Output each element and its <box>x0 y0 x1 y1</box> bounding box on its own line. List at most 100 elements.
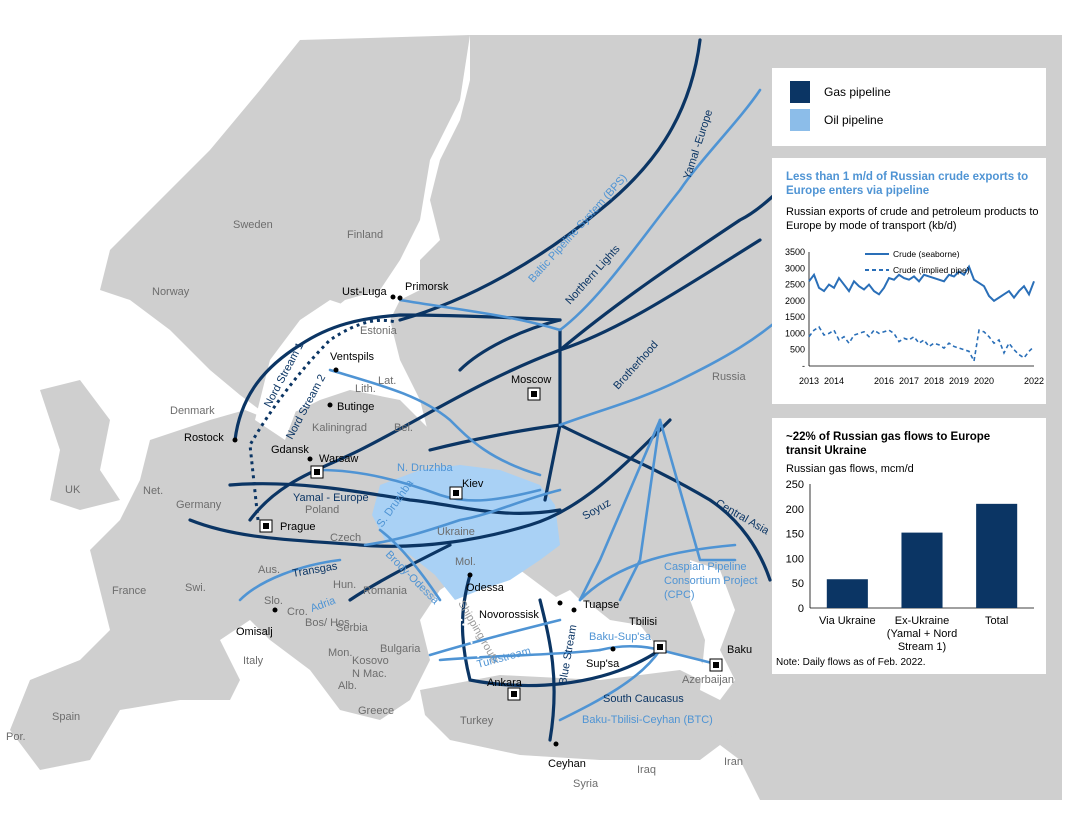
city-dot <box>232 437 238 443</box>
shipping-route-line <box>454 599 486 671</box>
country-label: Net. <box>143 485 163 497</box>
gas-pipelines <box>188 38 802 742</box>
land-turkey <box>420 670 740 760</box>
country-label: Kosovo <box>352 655 389 667</box>
country-label: Bel. <box>394 422 413 434</box>
y-tick-label: 150 <box>786 529 804 541</box>
y-tick-label: 200 <box>786 504 804 516</box>
y-tick-label: 250 <box>786 479 804 491</box>
city-label: Kiev <box>462 478 484 490</box>
country-label: Romania <box>363 585 408 597</box>
city-label: Ceyhan <box>548 758 586 770</box>
city-dot <box>571 607 577 613</box>
pipeline-label: Baku-Sup'sa <box>589 631 652 643</box>
city-label: Warsaw <box>319 453 358 465</box>
country-label: Swi. <box>185 582 206 594</box>
gas-chart-subtitle: Russian gas flows, mcm/d <box>786 463 914 475</box>
country-label: Slo. <box>264 595 283 607</box>
x-tick-label: 2016 <box>874 376 894 386</box>
country-label: Por. <box>6 731 26 743</box>
country-label: Ukraine <box>437 526 475 538</box>
x-tick-label: Ex-Ukraine (Yamal + Nord Stream 1) <box>887 615 957 653</box>
city-label: Tuapse <box>583 599 619 611</box>
legend-panel: Gas pipeline Oil pipeline <box>772 68 1046 146</box>
city-label: Novorossisk <box>479 609 539 621</box>
capital-prague <box>259 519 273 533</box>
x-tick-label: 2019 <box>949 376 969 386</box>
city-label: Odessa <box>466 582 505 594</box>
capital-tbilisi <box>653 640 667 654</box>
city-dot <box>307 456 313 462</box>
bar <box>976 503 1018 608</box>
country-label: Bos/ Hos <box>305 617 350 629</box>
x-tick-label: 2022 <box>1024 376 1044 386</box>
country-label: Greece <box>358 705 394 717</box>
country-label: Italy <box>243 655 264 667</box>
country-label: France <box>112 585 146 597</box>
city-dot <box>610 646 616 652</box>
city-label: Ust-Luga <box>342 286 388 298</box>
y-tick-label: - <box>802 361 805 371</box>
baltic-sea <box>255 300 360 440</box>
country-label: Poland <box>305 504 339 516</box>
city-label: Primorsk <box>405 281 449 293</box>
country-label: Syria <box>573 778 599 790</box>
country-label: Bulgaria <box>380 643 421 655</box>
y-tick-label: 1500 <box>785 312 805 322</box>
country-label: Azerbaijan <box>682 674 734 686</box>
x-tick-label: Via Ukraine <box>819 615 876 627</box>
country-label: Finland <box>347 229 383 241</box>
country-label: Iran <box>724 756 743 768</box>
oil-chart-title: Less than 1 m/d of Russian crude exports… <box>786 171 1029 197</box>
country-label: Kaliningrad <box>312 422 367 434</box>
legend-label: Crude (implied pipe) <box>893 265 970 275</box>
country-label: Iraq <box>637 764 656 776</box>
x-tick-label: 2017 <box>899 376 919 386</box>
x-tick-label: 2018 <box>924 376 944 386</box>
oil-chart-subtitle: Russian exports of crude and petroleum p… <box>786 206 1039 232</box>
capital-baku <box>709 658 723 672</box>
city-dot <box>467 572 473 578</box>
legend-oil-label: Oil pipeline <box>824 113 884 127</box>
country-label: Denmark <box>170 405 215 417</box>
country-label: Lith. <box>355 383 376 395</box>
country-label: Norway <box>152 286 190 298</box>
x-tick-label: Total <box>985 615 1008 627</box>
pipeline-label: Baku-Tbilisi-Ceyhan (BTC) <box>582 714 713 726</box>
city-dot <box>327 402 333 408</box>
country-label: Hun. <box>333 579 356 591</box>
gas-chart-note: Note: Daily flows as of Feb. 2022. <box>776 657 926 668</box>
legend-label: Crude (seaborne) <box>893 249 960 259</box>
city-label: Ankara <box>487 677 523 689</box>
country-label: N Mac. <box>352 668 387 680</box>
city-label: Gdansk <box>271 444 309 456</box>
pipeline-label: N. Druzhba <box>397 462 454 474</box>
x-tick-label: 2020 <box>974 376 994 386</box>
ukraine-region <box>372 465 560 600</box>
bar <box>901 532 943 608</box>
x-tick-label: 2013 <box>799 376 819 386</box>
gas-chart-panel: ~22% of Russian gas flows to Europe tran… <box>772 418 1046 674</box>
pipeline-label-cpc: Caspian Pipeline Consortium Project (CPC… <box>664 561 758 601</box>
bar <box>826 579 868 608</box>
city-label: Tbilisi <box>629 616 657 628</box>
capital-ankara <box>507 687 521 701</box>
x-tick-label: 2014 <box>824 376 844 386</box>
caspian-sea <box>690 560 735 700</box>
oil-swatch <box>790 109 810 131</box>
y-tick-label: 2000 <box>785 296 805 306</box>
city-label: Rostock <box>184 432 224 444</box>
city-label: Ventspils <box>330 351 375 363</box>
land-uk <box>40 380 120 510</box>
y-tick-label: 1000 <box>785 328 805 338</box>
city-label: Moscow <box>511 374 551 386</box>
country-label: Cro. <box>287 606 308 618</box>
y-tick-label: 0 <box>798 603 804 615</box>
country-label: Spain <box>52 711 80 723</box>
y-tick-label: 500 <box>790 345 805 355</box>
country-label: UK <box>65 484 81 496</box>
y-tick-label: 3500 <box>785 247 805 257</box>
city-dot <box>272 607 278 613</box>
series-crude-implied-pipe <box>808 325 1035 364</box>
gas-swatch <box>790 81 810 103</box>
